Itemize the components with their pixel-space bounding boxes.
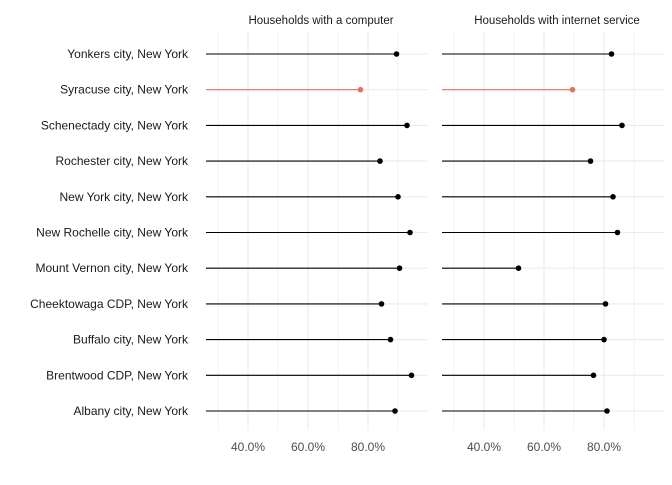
y-tick-label: Brentwood CDP, New York [46, 368, 189, 382]
lollipop-point [515, 265, 522, 272]
lollipop-point [404, 122, 410, 129]
y-tick-label: Cheektowaga CDP, New York [30, 297, 189, 311]
lollipop-point [377, 158, 383, 164]
x-tick-label: 60.0% [291, 440, 325, 454]
lollipop-point [602, 301, 609, 307]
panel-title: Households with a computer [248, 15, 393, 27]
panel-2: Households with internet service 40.0% 60.… [442, 15, 664, 454]
lollipop-point [619, 122, 625, 129]
lollipop-point [393, 51, 400, 57]
lollipop-point [392, 408, 398, 414]
lollipop-point [587, 158, 594, 164]
lollipop-point [408, 372, 415, 379]
y-tick-label: New Rochelle city, New York [36, 226, 189, 240]
x-tick-label: 40.0% [467, 440, 501, 454]
y-tick-label: Rochester city, New York [56, 154, 189, 168]
lollipop-point [614, 229, 621, 236]
y-tick-label: Yonkers city, New York [67, 47, 189, 61]
lollipop-point [378, 301, 385, 307]
lollipop-point [601, 336, 607, 343]
lollipop-point [357, 86, 364, 93]
y-tick-label: Schenectady city, New York [41, 118, 189, 132]
lollipop-point [608, 51, 615, 57]
y-tick-label: New York city, New York [59, 190, 189, 204]
x-tick-label: 40.0% [231, 440, 265, 454]
y-tick-label: Buffalo city, New York [73, 333, 189, 347]
lollipop-point [610, 194, 616, 200]
y-tick-label: Syracuse city, New York [60, 83, 189, 97]
panel-title: Households with internet service [474, 15, 640, 27]
lollipop-point [569, 86, 576, 93]
y-tick-label: Albany city, New York [74, 404, 189, 418]
lollipop-point [395, 194, 401, 200]
x-tick-label: 60.0% [527, 440, 561, 454]
panel-1: Households with a computer 40.0% 60.0% 80.0… [206, 15, 428, 454]
lollipop-point [590, 372, 597, 379]
lollipop-point [407, 229, 413, 236]
lollipop-point [396, 265, 403, 272]
lollipop-point [387, 336, 394, 343]
lollipop-point [604, 408, 610, 414]
y-tick-label: Mount Vernon city, New York [35, 261, 189, 275]
x-tick-label: 80.0% [587, 440, 621, 454]
x-tick-label: 80.0% [351, 440, 385, 454]
